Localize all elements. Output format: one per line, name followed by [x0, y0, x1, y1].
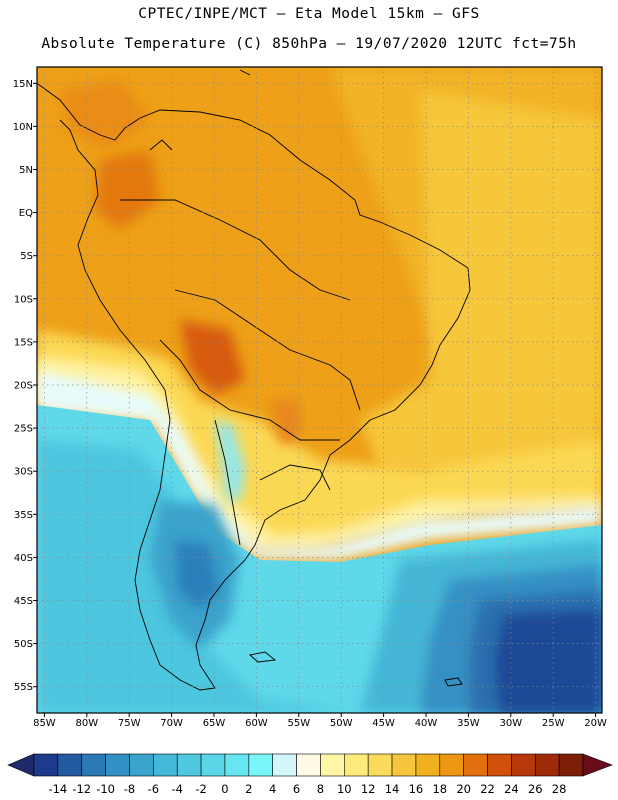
colorbar-label: 22 [480, 782, 495, 796]
colorbar-swatch [415, 753, 441, 777]
colorbar-swatch [129, 753, 154, 777]
colorbar-swatch [224, 753, 250, 777]
lon-label: 55W [287, 718, 310, 729]
colorbar-label: -4 [171, 782, 182, 796]
colorbar-swatch [200, 753, 226, 777]
lat-label: 10N [13, 122, 33, 133]
lat-label: 35S [14, 510, 33, 521]
longitude-labels: 85W 80W 75W 70W 65W 60W 55W 50W 45W 40W 35W 30W 25W 2… [33, 713, 607, 729]
colorbar-label: 8 [317, 782, 324, 796]
colorbar-swatch [367, 753, 393, 777]
map-frame [36, 66, 603, 714]
colorbar-label: -2 [195, 782, 206, 796]
colorbar-swatch [558, 753, 584, 777]
colorbar-swatch [153, 753, 178, 777]
colorbar-swatch [33, 753, 59, 777]
lon-label: 30W [499, 718, 522, 729]
colorbar-swatch [57, 753, 83, 777]
latitude-labels: 15N 10N 5N EQ 5S 10S 15S 20S 25S 30S 35S 40S 45S 50S 5… [13, 79, 37, 693]
lon-label: 45W [372, 718, 395, 729]
colorbar-label: 26 [528, 782, 543, 796]
lat-label: 5N [19, 165, 33, 176]
colorbar-swatch [81, 753, 106, 777]
colorbar-swatch [391, 753, 417, 777]
colorbar-label: 14 [385, 782, 400, 796]
lat-label: 50S [14, 639, 33, 650]
lat-label: 45S [14, 596, 33, 607]
colorbar-label: -14 [48, 782, 67, 796]
colorbar-label: 0 [221, 782, 228, 796]
colorbar-swatch [511, 753, 536, 777]
colorbar-right-arrow [582, 753, 613, 777]
colorbar-swatch [105, 753, 130, 777]
colorbar: -14 -12 -10 -8 -6 -4 -2 0 2 4 6 8 10 12 14 16 18 20 22 24 26… [7, 753, 613, 796]
temperature-field [37, 67, 602, 713]
colorbar-label: 28 [552, 782, 567, 796]
lat-label: 20S [14, 381, 33, 392]
colorbar-swatch [463, 753, 488, 777]
lon-label: 75W [118, 718, 141, 729]
lat-label: 55S [14, 682, 33, 693]
lat-label: 25S [14, 424, 33, 435]
colorbar-swatch [439, 753, 464, 777]
title-line-2: Absolute Temperature (C) 850hPa – 19/07/… [41, 36, 577, 52]
colorbar-label: -10 [96, 782, 115, 796]
lon-label: 50W [330, 718, 353, 729]
graticule [37, 67, 602, 713]
colorbar-swatch [534, 753, 560, 777]
lon-label: 35W [457, 718, 480, 729]
colorbar-swatch [296, 753, 321, 777]
lon-label: 65W [203, 718, 226, 729]
coastlines [37, 69, 471, 691]
colorbar-label: 10 [337, 782, 352, 796]
colorbar-label: -6 [148, 782, 159, 796]
colorbar-left-arrow [7, 753, 35, 777]
lat-label: 5S [20, 251, 33, 262]
colorbar-label: 12 [361, 782, 376, 796]
colorbar-swatch [344, 753, 369, 777]
lat-label: 15N [13, 79, 33, 90]
lon-label: 40W [415, 718, 438, 729]
colorbar-swatch [176, 753, 202, 777]
lon-label: 20W [584, 718, 607, 729]
title-line-1: CPTEC/INPE/MCT – Eta Model 15km – GFS [138, 6, 480, 22]
lat-label: 10S [14, 294, 33, 305]
lat-label: 40S [14, 553, 33, 564]
colorbar-label: 20 [456, 782, 471, 796]
lon-label: 25W [542, 718, 565, 729]
colorbar-swatch [320, 753, 345, 777]
lon-label: 70W [160, 718, 183, 729]
colorbar-label: -8 [124, 782, 135, 796]
colorbar-label: 24 [504, 782, 519, 796]
lat-label: EQ [19, 208, 33, 219]
colorbar-label: 2 [245, 782, 252, 796]
colorbar-label: 16 [409, 782, 424, 796]
colorbar-label: -12 [72, 782, 91, 796]
lon-label: 60W [245, 718, 268, 729]
colorbar-swatch [248, 753, 273, 777]
lat-label: 15S [14, 337, 33, 348]
colorbar-label: 18 [432, 782, 447, 796]
lon-label: 85W [33, 718, 56, 729]
colorbar-swatch [272, 753, 297, 777]
lat-label: 30S [14, 467, 33, 478]
lon-label: 80W [75, 718, 98, 729]
colorbar-label: 6 [293, 782, 300, 796]
colorbar-swatch [487, 753, 512, 777]
colorbar-label: 4 [269, 782, 276, 796]
